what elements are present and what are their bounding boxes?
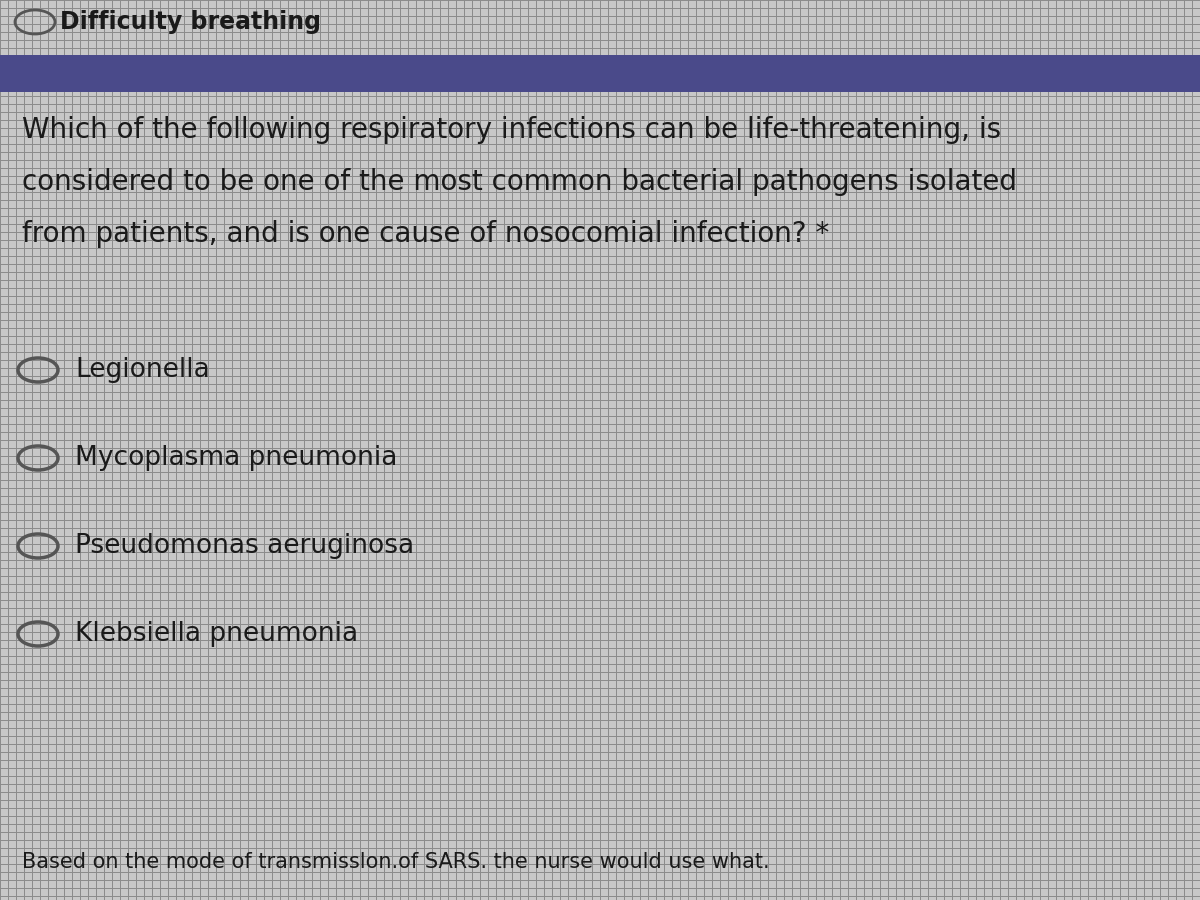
Text: Based on the mode of transmisslon.of SARS. the nurse would use what.: Based on the mode of transmisslon.of SAR…	[22, 852, 769, 872]
Text: Pseudomonas aeruginosa: Pseudomonas aeruginosa	[74, 533, 414, 559]
Text: Which of the following respiratory infections can be life-threatening, is: Which of the following respiratory infec…	[22, 116, 1001, 144]
Text: Legionella: Legionella	[74, 357, 210, 383]
Text: Difficulty breathing: Difficulty breathing	[60, 10, 322, 34]
Text: from patients, and is one cause of nosocomial infection? *: from patients, and is one cause of nosoc…	[22, 220, 829, 248]
Bar	[0, 55, 1200, 92]
Text: Klebsiella pneumonia: Klebsiella pneumonia	[74, 621, 358, 647]
Text: considered to be one of the most common bacterial pathogens isolated: considered to be one of the most common …	[22, 168, 1018, 196]
Text: Mycoplasma pneumonia: Mycoplasma pneumonia	[74, 445, 397, 471]
